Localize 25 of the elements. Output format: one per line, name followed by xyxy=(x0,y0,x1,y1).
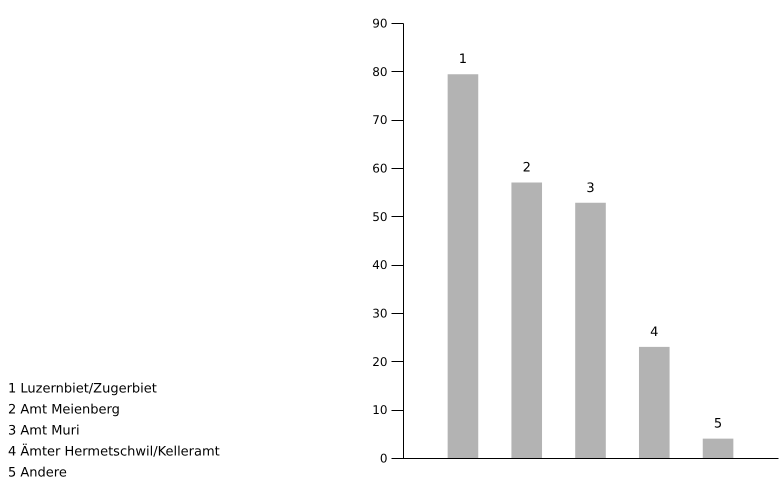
y-tick-label: 40 xyxy=(372,258,388,272)
text: 1 Luzernbiet/Zugerbiet xyxy=(8,382,157,396)
x-tick-label: 3 xyxy=(586,180,595,196)
x-tick-label: 4 xyxy=(650,324,658,340)
x-tick-label: 2 xyxy=(522,160,531,176)
bar xyxy=(702,438,734,458)
text: 5 Andere xyxy=(8,466,67,480)
x-tick-label: 5 xyxy=(714,416,722,432)
y-tick-label: 90 xyxy=(372,16,388,30)
y-tick-label: 80 xyxy=(372,64,388,79)
y-tick-label: 50 xyxy=(372,210,388,224)
text: 2 Amt Meienberg xyxy=(8,402,120,418)
y-tick-label: 30 xyxy=(372,306,388,320)
x-tick-label: 1 xyxy=(458,52,468,68)
bar xyxy=(575,202,606,458)
bar xyxy=(511,182,542,458)
bar xyxy=(638,346,670,458)
y-tick-label: 20 xyxy=(372,354,388,369)
bar xyxy=(448,74,478,458)
y-tick-label: 10 xyxy=(372,403,388,418)
y-tick-label: 70 xyxy=(372,113,388,128)
y-tick-label: 0 xyxy=(380,452,388,466)
text: 3 Amt Muri xyxy=(8,424,80,438)
y-tick-label: 60 xyxy=(372,162,388,176)
text: 4 Ämter Hermetschwil/Kelleramt xyxy=(8,444,220,460)
